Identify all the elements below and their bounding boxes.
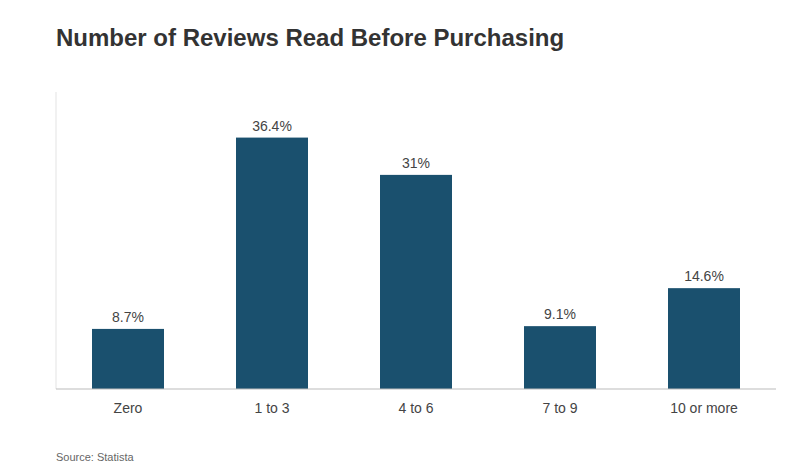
bar bbox=[380, 175, 452, 389]
data-label: 31% bbox=[402, 155, 430, 171]
bar bbox=[668, 288, 740, 389]
bar bbox=[236, 138, 308, 389]
chart-title: Number of Reviews Read Before Purchasing bbox=[56, 24, 564, 51]
x-tick-label: Zero bbox=[114, 400, 143, 416]
bars bbox=[92, 138, 740, 389]
data-label: 36.4% bbox=[252, 118, 292, 134]
chart-container: Number of Reviews Read Before Purchasing… bbox=[0, 0, 800, 475]
x-tick-label: 4 to 6 bbox=[398, 400, 433, 416]
data-label: 14.6% bbox=[684, 268, 724, 284]
chart-svg: Number of Reviews Read Before Purchasing… bbox=[0, 0, 800, 475]
bar bbox=[524, 326, 596, 389]
data-label: 8.7% bbox=[112, 309, 144, 325]
data-label: 9.1% bbox=[544, 306, 576, 322]
y-axis-line bbox=[56, 92, 57, 389]
x-tick-label: 1 to 3 bbox=[254, 400, 289, 416]
source-annotation: Source: Statista bbox=[56, 451, 135, 463]
x-tick-label: 10 or more bbox=[670, 400, 738, 416]
bar bbox=[92, 329, 164, 389]
x-tick-label: 7 to 9 bbox=[542, 400, 577, 416]
x-axis-line bbox=[56, 389, 776, 390]
